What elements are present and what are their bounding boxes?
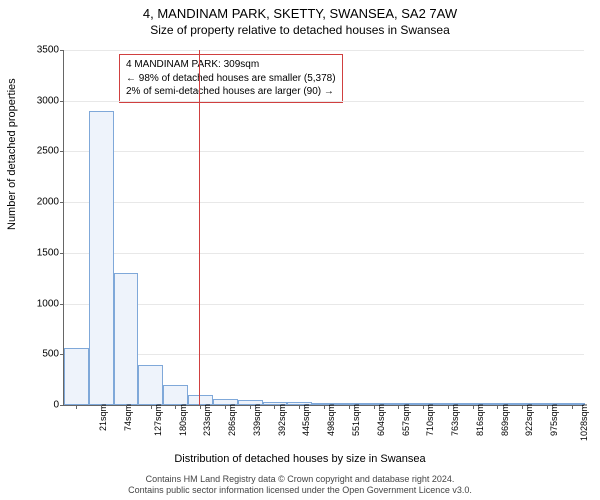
x-tick-label: 1028sqm: [579, 404, 589, 441]
x-tick-label: 286sqm: [227, 404, 237, 436]
x-tick-mark: [175, 405, 176, 409]
x-tick-label: 127sqm: [153, 404, 163, 436]
histogram-bar: [163, 385, 188, 405]
grid-line: [64, 354, 584, 355]
footer-line1: Contains HM Land Registry data © Crown c…: [0, 474, 600, 486]
x-tick-label: 922sqm: [524, 404, 534, 436]
page-title: 4, MANDINAM PARK, SKETTY, SWANSEA, SA2 7…: [0, 0, 600, 21]
y-tick-mark: [60, 101, 64, 102]
histogram-bar: [89, 111, 114, 405]
x-tick-mark: [225, 405, 226, 409]
grid-line: [64, 101, 584, 102]
x-tick-label: 710sqm: [425, 404, 435, 436]
y-tick-label: 3000: [24, 95, 59, 106]
footer-line2: Contains public sector information licen…: [0, 485, 600, 497]
chart-container: 4, MANDINAM PARK, SKETTY, SWANSEA, SA2 7…: [0, 0, 600, 500]
x-tick-label: 657sqm: [401, 404, 411, 436]
reference-line: [199, 50, 200, 405]
y-tick-mark: [60, 304, 64, 305]
x-tick-label: 551sqm: [351, 404, 361, 436]
info-box: 4 MANDINAM PARK: 309sqm ← 98% of detache…: [119, 54, 343, 103]
x-tick-mark: [101, 405, 102, 409]
y-tick-mark: [60, 253, 64, 254]
grid-line: [64, 50, 584, 51]
x-tick-mark: [324, 405, 325, 409]
y-tick-mark: [60, 405, 64, 406]
grid-line: [64, 151, 584, 152]
x-tick-label: 392sqm: [277, 404, 287, 436]
x-tick-label: 498sqm: [326, 404, 336, 436]
info-box-line1: 4 MANDINAM PARK: 309sqm: [126, 58, 336, 72]
x-tick-mark: [497, 405, 498, 409]
info-box-line2: ← 98% of detached houses are smaller (5,…: [126, 72, 336, 86]
chart-plot-area: 4 MANDINAM PARK: 309sqm ← 98% of detache…: [63, 50, 584, 406]
y-tick-label: 500: [24, 349, 59, 360]
x-tick-label: 445sqm: [302, 404, 312, 436]
y-tick-label: 3500: [24, 45, 59, 56]
x-tick-mark: [299, 405, 300, 409]
y-tick-mark: [60, 151, 64, 152]
x-tick-mark: [349, 405, 350, 409]
y-tick-mark: [60, 202, 64, 203]
x-tick-label: 180sqm: [178, 404, 188, 436]
y-axis-label: Number of detached properties: [6, 78, 18, 230]
x-tick-label: 816sqm: [475, 404, 485, 436]
x-tick-mark: [374, 405, 375, 409]
x-tick-mark: [76, 405, 77, 409]
footer-attribution: Contains HM Land Registry data © Crown c…: [0, 474, 600, 497]
histogram-bar: [64, 348, 89, 405]
x-tick-mark: [448, 405, 449, 409]
page-subtitle: Size of property relative to detached ho…: [0, 21, 600, 37]
x-tick-mark: [126, 405, 127, 409]
histogram-bar: [138, 365, 163, 405]
grid-line: [64, 253, 584, 254]
x-tick-mark: [572, 405, 573, 409]
grid-line: [64, 202, 584, 203]
x-tick-label: 604sqm: [376, 404, 386, 436]
x-tick-mark: [423, 405, 424, 409]
x-tick-mark: [522, 405, 523, 409]
info-box-line3: 2% of semi-detached houses are larger (9…: [126, 85, 336, 99]
x-tick-mark: [473, 405, 474, 409]
y-tick-label: 2500: [24, 146, 59, 157]
y-tick-label: 1500: [24, 247, 59, 258]
x-tick-label: 869sqm: [500, 404, 510, 436]
x-tick-mark: [250, 405, 251, 409]
x-tick-label: 339sqm: [252, 404, 262, 436]
x-tick-label: 74sqm: [123, 404, 133, 431]
x-tick-label: 233sqm: [202, 404, 212, 436]
x-tick-mark: [398, 405, 399, 409]
y-tick-label: 2000: [24, 197, 59, 208]
x-tick-label: 763sqm: [450, 404, 460, 436]
x-tick-mark: [151, 405, 152, 409]
grid-line: [64, 304, 584, 305]
y-tick-mark: [60, 50, 64, 51]
histogram-bar: [114, 273, 139, 405]
x-tick-label: 975sqm: [549, 404, 559, 436]
x-axis-label: Distribution of detached houses by size …: [0, 453, 600, 465]
x-tick-mark: [547, 405, 548, 409]
x-tick-label: 21sqm: [98, 404, 108, 431]
y-tick-label: 0: [24, 400, 59, 411]
x-tick-mark: [200, 405, 201, 409]
y-tick-label: 1000: [24, 298, 59, 309]
x-tick-mark: [274, 405, 275, 409]
